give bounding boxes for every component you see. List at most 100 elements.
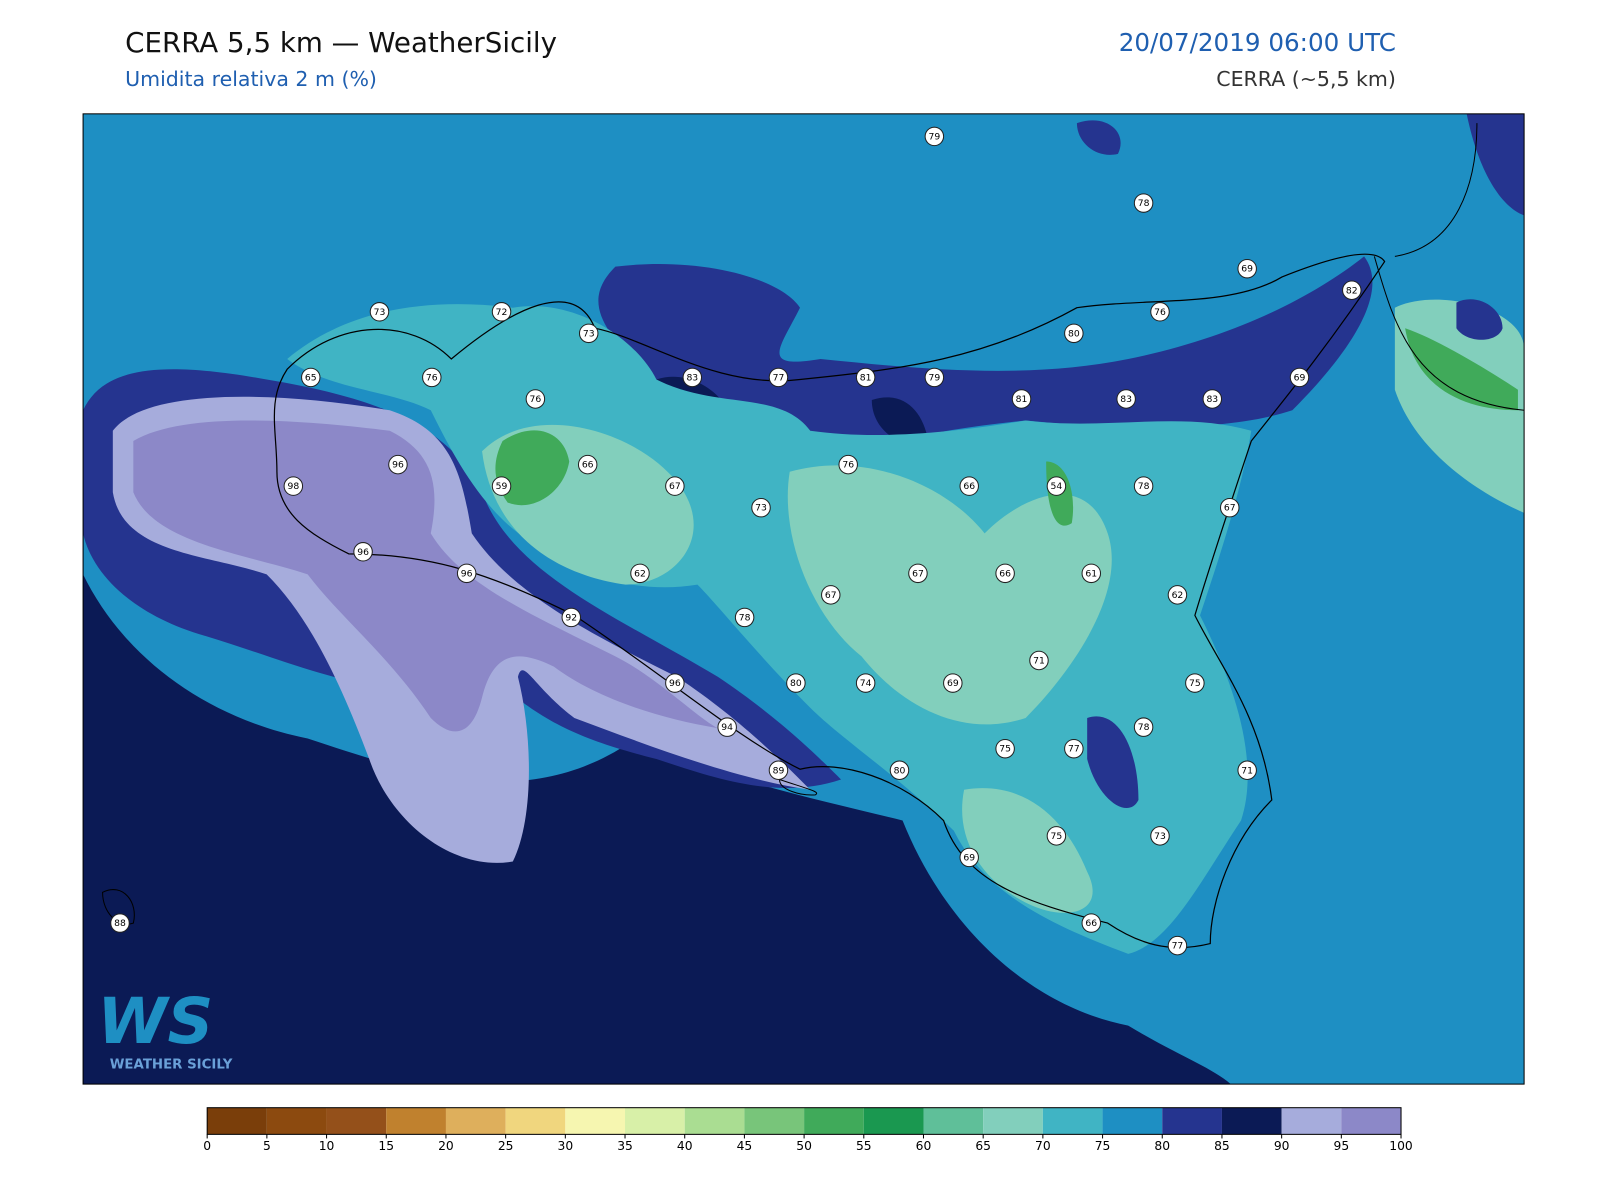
map-field: 79 78 69 82 73 72 73 76 80 65 76 83 77 81 79 69 76 81 83 83… (83, 113, 1525, 1085)
colorbar-bin (923, 1107, 984, 1135)
station-marker (943, 673, 963, 693)
station-marker (1133, 193, 1154, 213)
station-marker (959, 476, 979, 496)
title: CERRA 5,5 km — WeatherSicily (125, 26, 557, 59)
station-marker (1064, 323, 1084, 344)
station-marker (1064, 738, 1084, 759)
station-value: 76 (842, 460, 854, 471)
mainland-coast (1373, 123, 1525, 411)
colorbar-bin (207, 1107, 267, 1135)
station-value: 96 (357, 547, 369, 558)
station-marker (959, 847, 979, 868)
station-value: 69 (1241, 264, 1253, 275)
colorbar-tick-label: 85 (1214, 1139, 1230, 1153)
colorbar-bin (1102, 1107, 1163, 1135)
island-outline (102, 778, 818, 925)
station-marker (995, 563, 1015, 584)
map-frame (82, 113, 1525, 1085)
station-value: 94 (721, 722, 733, 733)
colorbar-tick-label: 100 (1389, 1139, 1412, 1153)
station-marker (751, 497, 771, 518)
station-marker (734, 607, 755, 628)
colorbar-tick-label: 60 (916, 1139, 932, 1153)
station-value: 66 (1085, 918, 1097, 929)
colorbar-tick-label: 80 (1154, 1139, 1170, 1153)
colorbar-bin (863, 1107, 924, 1135)
station-marker (1150, 826, 1170, 846)
logo-mark: WS (97, 984, 213, 1058)
station-marker (1150, 302, 1170, 322)
station-marker (855, 673, 876, 693)
colorbar-tick-label: 50 (796, 1139, 812, 1153)
colorbar-tick-label: 25 (498, 1139, 514, 1153)
station-value: 78 (1138, 198, 1150, 209)
station-value: 73 (583, 328, 595, 339)
station-marker (1011, 389, 1032, 409)
station-value: 80 (1068, 328, 1080, 339)
station-marker (1046, 476, 1067, 496)
station-marker (1081, 913, 1102, 933)
colorbar-tick-label: 30 (558, 1139, 574, 1153)
station-value: 73 (755, 503, 767, 514)
station-marker (1081, 563, 1102, 584)
stations: 79 78 69 82 73 72 73 76 80 65 76 83 77 81 79 69 76 81 83 83… (110, 126, 1362, 956)
station-marker (682, 367, 703, 388)
colorbar-tick-label: 15 (378, 1139, 394, 1153)
station-value: 62 (634, 568, 646, 579)
station-value: 96 (392, 460, 404, 471)
station-marker (995, 738, 1015, 759)
station-value: 88 (114, 918, 126, 929)
colorbar-bin (565, 1107, 626, 1135)
colorbar-tick-label: 20 (438, 1139, 454, 1153)
station-value: 77 (1068, 744, 1080, 755)
model-label: CERRA (~5,5 km) (1216, 67, 1396, 91)
station-value: 78 (1138, 722, 1150, 733)
station-marker (908, 563, 928, 584)
station-value: 83 (1206, 394, 1218, 405)
station-value: 65 (305, 372, 317, 383)
field-80-85 (1087, 299, 1503, 809)
station-marker (665, 476, 685, 496)
station-value: 75 (1189, 678, 1201, 689)
field-85-90 (83, 574, 1231, 1085)
colorbar-tick-label: 95 (1334, 1139, 1350, 1153)
station-marker (1289, 367, 1310, 388)
station-value: 67 (912, 568, 924, 579)
station-marker (283, 476, 304, 496)
station-marker (1133, 476, 1154, 496)
station-marker (1237, 760, 1257, 780)
station-marker (1185, 673, 1205, 693)
colorbar-bin (804, 1107, 864, 1135)
station-marker (1167, 585, 1188, 605)
station-value: 80 (894, 765, 906, 776)
station-marker (456, 563, 477, 584)
colorbar-bin (1042, 1107, 1103, 1135)
station-value: 78 (1138, 481, 1150, 492)
station-marker (353, 542, 373, 562)
station-marker (491, 476, 512, 496)
station-marker (838, 454, 858, 475)
colorbar-bin (326, 1107, 387, 1135)
colorbar-tick-label: 35 (617, 1139, 633, 1153)
station-value: 96 (461, 568, 473, 579)
station-value: 73 (1154, 831, 1166, 842)
station-value: 66 (963, 481, 975, 492)
station-value: 79 (928, 372, 940, 383)
field-95-100 (133, 420, 718, 732)
colorbar-bin (983, 1107, 1043, 1135)
colorbar-bin (266, 1107, 327, 1135)
station-marker (1029, 650, 1049, 671)
station-value: 54 (1051, 481, 1063, 492)
station-value: 66 (999, 568, 1011, 579)
station-marker (1167, 935, 1188, 956)
station-marker (369, 302, 390, 322)
station-marker (665, 673, 685, 693)
station-marker (786, 673, 806, 693)
logo-tagline: WEATHER SICILY (110, 1058, 233, 1073)
station-value: 73 (374, 307, 386, 318)
station-value: 69 (947, 678, 959, 689)
station-marker (924, 367, 945, 388)
subtitle: Umidita relativa 2 m (%) (125, 67, 377, 91)
station-value: 76 (530, 394, 542, 405)
